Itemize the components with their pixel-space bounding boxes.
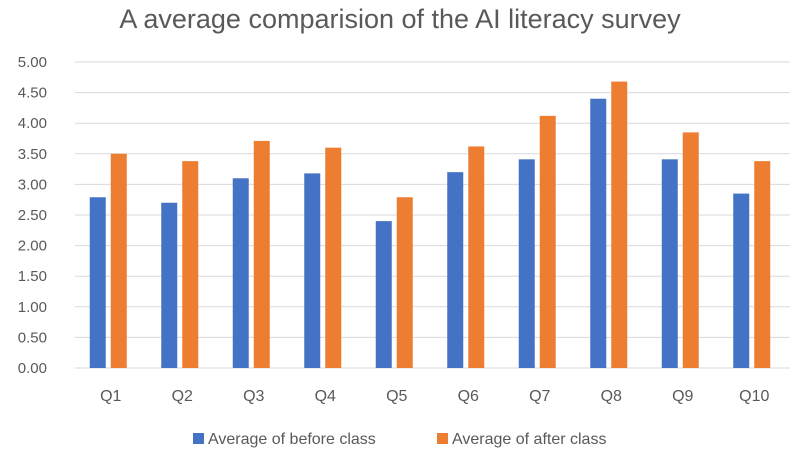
x-tick-label: Q9: [672, 388, 693, 405]
bar-after-class: [611, 81, 628, 369]
bar-after-class: [468, 146, 485, 368]
x-tick-label: Q2: [172, 388, 193, 405]
y-tick-label: 4.00: [18, 115, 47, 132]
bar-after-class: [110, 153, 127, 368]
y-axis-labels: 0.00 0.50 1.00 1.50 2.00 2.50 3.00 3.50 4.00 4.50…: [18, 54, 47, 377]
bar-before-class: [89, 197, 106, 368]
legend-label: Average of before class: [208, 431, 376, 448]
x-tick-label: Q3: [243, 388, 264, 405]
x-tick-label: Q1: [100, 388, 121, 405]
bar-before-class: [232, 178, 249, 368]
y-tick-label: 1.00: [18, 299, 47, 316]
bar-after-class: [182, 161, 199, 368]
bar-after-class: [754, 161, 771, 368]
legend-label: Average of after class: [452, 431, 606, 448]
y-tick-label: 3.00: [18, 176, 47, 193]
legend-swatch: [193, 433, 204, 444]
legend-swatch: [437, 433, 448, 444]
x-tick-label: Q10: [739, 388, 769, 405]
bar-before-class: [590, 98, 607, 368]
bar-after-class: [396, 197, 413, 368]
x-tick-label: Q7: [529, 388, 550, 405]
chart-title: A average comparision of the AI literacy…: [119, 4, 681, 34]
y-tick-label: 1.50: [18, 268, 47, 285]
y-tick-label: 4.50: [18, 85, 47, 102]
bar-before-class: [375, 221, 392, 368]
y-tick-label: 0.50: [18, 329, 47, 346]
bar-after-class: [682, 132, 699, 368]
x-tick-label: Q8: [601, 388, 622, 405]
y-tick-label: 5.00: [18, 54, 47, 71]
y-tick-label: 2.50: [18, 207, 47, 224]
bar-before-class: [518, 159, 535, 368]
y-tick-label: 3.50: [18, 146, 47, 163]
legend: Average of before class Average of after …: [193, 431, 606, 448]
bar-before-class: [304, 173, 321, 368]
bar-before-class: [447, 172, 464, 368]
bars: [89, 81, 771, 369]
x-axis-labels: Q1 Q2 Q3 Q4 Q5 Q6 Q7 Q8 Q9 Q10: [100, 388, 769, 405]
x-tick-label: Q6: [458, 388, 479, 405]
bar-before-class: [161, 202, 178, 368]
bar-after-class: [539, 115, 556, 368]
y-tick-label: 2.00: [18, 238, 47, 255]
bar-before-class: [661, 159, 678, 368]
bar-after-class: [253, 140, 270, 368]
x-tick-label: Q4: [315, 388, 336, 405]
bar-before-class: [733, 193, 750, 368]
x-tick-label: Q5: [386, 388, 407, 405]
bar-after-class: [325, 147, 342, 368]
y-tick-label: 0.00: [18, 360, 47, 377]
